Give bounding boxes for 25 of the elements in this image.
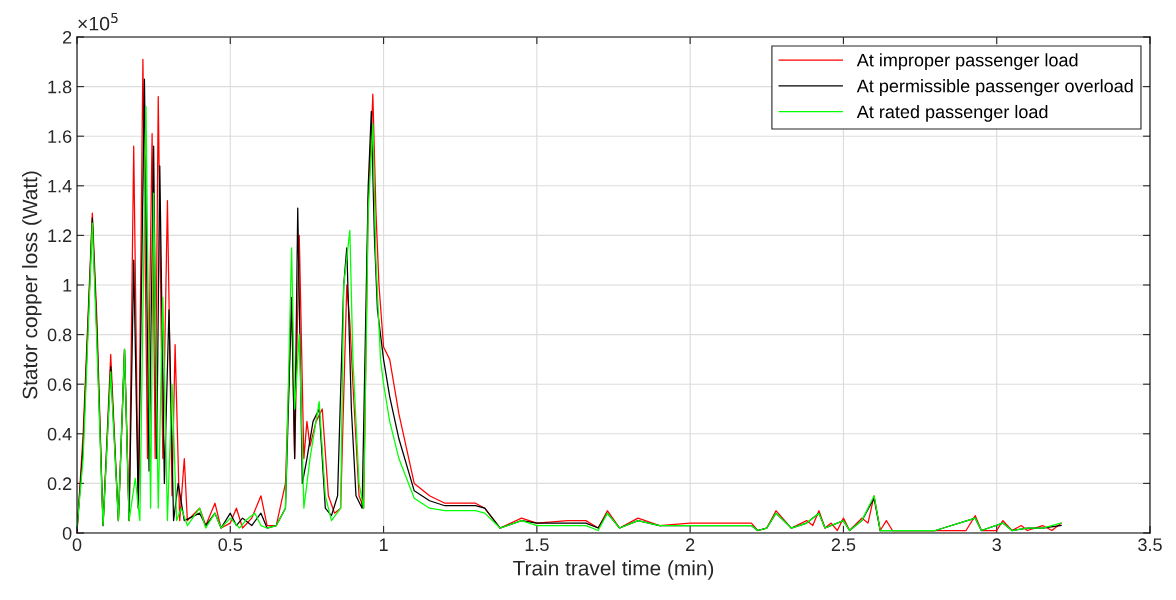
y-tick-label: 1.6 <box>48 130 72 143</box>
y-tick-label: 1.8 <box>48 80 72 94</box>
x-tick-label: 1.5 <box>525 538 549 552</box>
y-tick-label: 0 <box>62 526 72 540</box>
y-tick-label: 0.4 <box>47 427 72 441</box>
y-tick-label: 1.2 <box>48 229 72 242</box>
x-tick-label: 0 <box>72 538 82 552</box>
y-tick-label: 2 <box>63 30 72 44</box>
x-tick-label: 2 <box>686 538 695 551</box>
x-tick-label: 1 <box>379 538 388 551</box>
y-tick-label: 0.2 <box>47 477 72 491</box>
x-axis-title: Train travel time (min) <box>513 560 714 580</box>
y-tick-label: 1.4 <box>48 179 72 193</box>
y-tick-label: 1 <box>63 279 72 292</box>
text: ×10$^{5}$ <box>78 12 118 31</box>
y-axis-title: Stator copper loss (Watt) <box>22 171 42 399</box>
x-tick-label: 3.5 <box>1138 538 1162 552</box>
legend-label: At improper passenger load <box>856 53 1078 71</box>
x-tick-label: 3 <box>992 538 1001 552</box>
x-tick-label: 0.5 <box>218 538 243 552</box>
y-tick-label: 0.8 <box>47 328 72 342</box>
legend-label: At rated passenger load <box>856 104 1048 122</box>
x-tick-label: 2.5 <box>831 538 856 552</box>
legend-label: At permissible passenger overload <box>856 79 1133 96</box>
y-tick-label: 0.6 <box>47 378 72 391</box>
